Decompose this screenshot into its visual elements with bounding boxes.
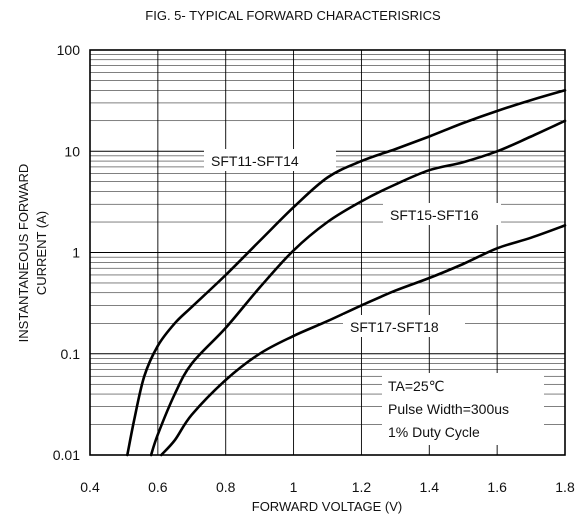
series-label-text: SFT11-SFT14 — [211, 153, 299, 169]
y-tick-label: 100 — [57, 42, 81, 58]
x-tick-label: 1.2 — [352, 479, 372, 495]
series-label-text: SFT15-SFT16 — [390, 207, 479, 223]
x-tick-label: 1.6 — [487, 479, 507, 495]
y-tick-label: 0.1 — [61, 346, 81, 362]
x-tick-label: 0.8 — [216, 479, 236, 495]
x-tick-label: 0.6 — [148, 479, 168, 495]
series-line-2 — [149, 119, 567, 457]
series-line-3 — [160, 224, 567, 457]
series-line-1 — [126, 89, 567, 457]
y-axis-label-line2: CURRENT (A) — [34, 211, 49, 295]
note-pulse-width: Pulse Width=300us — [388, 401, 509, 417]
y-axis-label-line1: INSTANTANEOUS FORWARD — [16, 164, 31, 343]
series-label-sft17 — [343, 315, 465, 337]
series-curves — [126, 89, 567, 457]
y-tick-label: 0.01 — [53, 447, 80, 463]
note-temperature: TA=25℃ — [388, 378, 444, 394]
plot-frame — [89, 49, 566, 456]
y-tick-label: 1 — [72, 245, 80, 261]
x-tick-label: 0.4 — [80, 479, 100, 495]
x-tick-label: 1 — [290, 479, 298, 495]
x-axis-label: FORWARD VOLTAGE (V) — [252, 499, 402, 514]
series-label-sft11 — [204, 149, 336, 171]
y-tick-label: 10 — [64, 143, 80, 159]
series-label-text: SFT17-SFT18 — [350, 319, 439, 335]
y-tick-labels: 100 10 1 0.1 0.01 — [53, 42, 80, 463]
note-duty-cycle: 1% Duty Cycle — [388, 424, 480, 440]
chart-title: FIG. 5- TYPICAL FORWARD CHARACTERISRICS — [145, 8, 441, 23]
series-label-sft15 — [383, 203, 501, 225]
conditions-note: TA=25℃ Pulse Width=300us 1% Duty Cycle — [382, 373, 544, 445]
x-tick-labels: 0.4 0.6 0.8 1 1.2 1.4 1.6 1.8 — [80, 479, 575, 495]
x-tick-label: 1.8 — [555, 479, 575, 495]
x-tick-label: 1.4 — [420, 479, 440, 495]
